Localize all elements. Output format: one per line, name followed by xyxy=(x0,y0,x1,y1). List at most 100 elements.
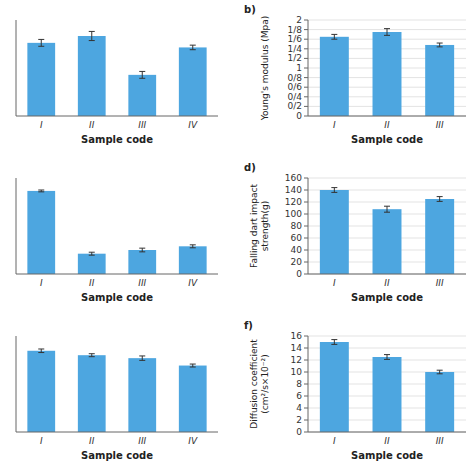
error-bar-cap xyxy=(139,71,145,72)
y-axis-label-line: strength(g) xyxy=(260,201,270,252)
bar xyxy=(373,32,402,116)
x-axis-label: Sample code xyxy=(351,450,423,461)
error-bar xyxy=(331,188,337,193)
y-axis-label: Falling dart impactstrength(g) xyxy=(249,184,270,268)
x-axis xyxy=(308,116,466,117)
x-tick-label: III xyxy=(436,278,444,288)
bar xyxy=(27,351,55,432)
bar xyxy=(320,190,349,274)
error-bar xyxy=(89,252,95,255)
y-tick xyxy=(304,432,308,433)
y-tick xyxy=(304,116,308,117)
x-tick-label: I xyxy=(40,120,43,130)
x-tick-label: IV xyxy=(188,436,198,446)
error-bar-cap xyxy=(38,39,44,40)
y-tick-label: 0 xyxy=(296,111,302,121)
error-bar-stem xyxy=(334,188,335,193)
y-tick-label: 10 xyxy=(291,367,303,377)
error-bar-cap xyxy=(331,344,337,345)
error-bar xyxy=(384,29,390,36)
bar xyxy=(320,37,349,116)
x-tick-label: II xyxy=(89,120,95,130)
error-bar-cap xyxy=(190,367,196,368)
y-axis-label-line: Diffusion coefficient xyxy=(249,339,259,429)
error-bar-stem xyxy=(142,356,143,360)
error-bar-cap xyxy=(139,78,145,79)
y-tick xyxy=(304,408,308,409)
x-axis xyxy=(16,116,218,117)
error-bar xyxy=(139,248,145,252)
y-tick xyxy=(304,384,308,385)
y-tick-label: 1/6 xyxy=(288,34,303,44)
error-bar-cap xyxy=(384,359,390,360)
y-tick xyxy=(304,202,308,203)
error-bar-cap xyxy=(437,43,443,44)
error-bar-cap xyxy=(437,370,443,371)
y-tick-label: 100 xyxy=(285,209,302,219)
error-bar xyxy=(38,190,44,192)
x-tick-label: I xyxy=(333,436,336,446)
bar xyxy=(128,358,156,432)
bars xyxy=(320,29,454,116)
y-tick-label: 60 xyxy=(291,233,303,243)
bar xyxy=(78,355,106,432)
x-axis xyxy=(16,432,218,433)
x-tick-label: III xyxy=(436,436,444,446)
x-axis xyxy=(308,432,466,433)
panel-label: d) xyxy=(244,162,256,173)
error-bar xyxy=(437,197,443,202)
error-bar-stem xyxy=(91,31,92,40)
bar xyxy=(373,357,402,432)
panel: IIIIIIIVSample code xyxy=(16,336,218,461)
y-axis xyxy=(16,178,17,274)
y-axis xyxy=(16,20,17,116)
bar xyxy=(425,199,454,274)
bars xyxy=(27,190,206,274)
y-tick xyxy=(304,178,308,179)
y-tick-label: 0/2 xyxy=(288,101,302,111)
error-bar-cap xyxy=(139,355,145,356)
y-tick-label: 160 xyxy=(285,173,302,183)
grid-line xyxy=(308,274,466,275)
bar xyxy=(320,342,349,432)
y-axis xyxy=(308,336,309,432)
error-bar-cap xyxy=(384,206,390,207)
y-tick-label: 0/8 xyxy=(288,73,303,83)
y-tick-label: 20 xyxy=(291,257,303,267)
grid-line xyxy=(308,336,466,337)
y-tick xyxy=(304,250,308,251)
y-tick xyxy=(304,29,308,30)
error-bar-stem xyxy=(387,206,388,212)
bars xyxy=(320,188,454,274)
x-tick-label: II xyxy=(384,436,390,446)
y-tick xyxy=(304,274,308,275)
y-tick-label: 2 xyxy=(296,415,302,425)
error-bar-cap xyxy=(38,190,44,191)
error-bar-cap xyxy=(331,39,337,40)
y-tick-label: 0/4 xyxy=(288,92,303,102)
error-bar-cap xyxy=(139,360,145,361)
error-bar-cap xyxy=(437,373,443,374)
x-tick-label: III xyxy=(138,278,146,288)
y-axis-label: Diffusion coefficient(cm²/s×10⁻²) xyxy=(249,339,270,429)
x-tick-label: I xyxy=(333,278,336,288)
background xyxy=(0,0,474,474)
error-bar-cap xyxy=(38,352,44,353)
error-bar-cap xyxy=(190,244,196,245)
x-tick-label: III xyxy=(436,120,444,130)
error-bar-stem xyxy=(439,43,440,47)
y-tick-label: 0/6 xyxy=(288,82,303,92)
bar xyxy=(27,43,55,116)
error-bar-cap xyxy=(139,251,145,252)
y-tick xyxy=(304,48,308,49)
y-tick xyxy=(304,420,308,421)
x-axis xyxy=(308,274,466,275)
bar xyxy=(27,191,55,274)
error-bar-stem xyxy=(334,34,335,39)
bar xyxy=(425,372,454,432)
y-tick-label: 2 xyxy=(296,15,302,25)
y-tick xyxy=(304,58,308,59)
error-bar-cap xyxy=(190,364,196,365)
bars xyxy=(320,340,454,432)
bar xyxy=(78,36,106,116)
